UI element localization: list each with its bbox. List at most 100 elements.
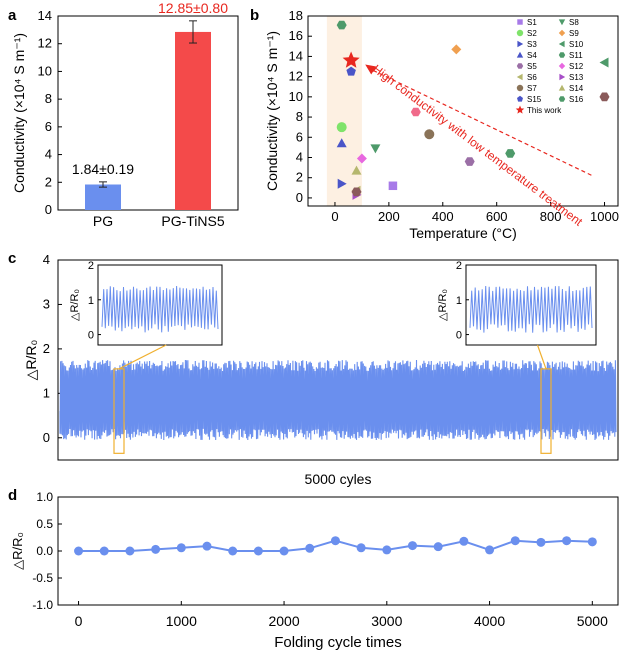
panel-b-legend-label: S13	[569, 73, 584, 82]
panel-b-frame	[307, 15, 619, 207]
panel-a-y-tick-label: 0	[45, 202, 52, 217]
panel-a-y-tick-label: 12	[38, 36, 52, 51]
panel-c-y-tick-label: 0	[43, 430, 50, 445]
panel-a-value-label: 1.84±0.19	[72, 161, 134, 177]
panel-b-legend-marker	[559, 73, 566, 81]
panel-d-x-tick-label: 0	[75, 613, 83, 629]
panel-b-point	[464, 157, 475, 166]
panel-d-point	[536, 537, 546, 547]
panel-b-y-tick-label: 0	[296, 190, 303, 205]
panel-b-point	[356, 153, 367, 164]
panel-b-x-tick-label: 200	[378, 209, 400, 224]
panel-d-y-tick-label: -1.0	[32, 598, 53, 612]
panel-b-point	[336, 122, 347, 133]
panel-b-legend-marker	[516, 29, 524, 37]
panel-c-inset-y-axis-label: △R/R₀	[69, 289, 81, 321]
panel-b-legend-marker	[517, 95, 523, 102]
panel-b-point	[351, 165, 362, 175]
panel-d-point	[459, 536, 469, 546]
panel-c-inset-connector	[118, 344, 167, 370]
panel-a-value-label: 12.85±0.80	[158, 0, 228, 16]
panel-d-y-tick-label: 0.5	[36, 517, 53, 531]
panel-b-legend-label: S10	[569, 40, 584, 49]
panel-d-point	[305, 543, 315, 553]
panel-b-legend-label: S16	[569, 95, 584, 104]
panel-b-legend-label: This work	[527, 106, 562, 115]
panel-b-point	[451, 44, 462, 55]
panel-d-x-tick-label: 2000	[268, 613, 299, 629]
panel-b-legend-marker	[558, 84, 566, 91]
panel-a-y-tick-label: 6	[45, 119, 52, 134]
panel-d-point	[562, 536, 572, 546]
panel-d-point	[485, 545, 495, 555]
panel-b-legend-label: S12	[569, 62, 584, 71]
panel-d-x-tick-label: 4000	[474, 613, 505, 629]
panel-b-point	[342, 51, 360, 68]
panel-b-point	[346, 66, 356, 76]
panel-b-x-tick-label: 0	[331, 209, 338, 224]
panel-d-y-tick-label: 0.0	[36, 544, 53, 558]
panel-a-bar-chart: 0 2 4 6 8 10 12 14 1.84±0.19 PG 12.85±0.80 PG-TiNS5…	[11, 0, 239, 229]
panel-b-legend-marker	[515, 105, 525, 114]
panel-d-point	[228, 546, 238, 556]
panel-c-y-tick-label: 3	[43, 296, 50, 311]
panel-b-y-tick-label: 8	[296, 109, 303, 124]
panel-a-y-tick-label: 4	[45, 147, 52, 162]
panel-b-legend-marker	[516, 51, 524, 58]
panel-b-point	[424, 129, 435, 140]
panel-d-point	[330, 536, 340, 546]
panel-b-x-axis-label: Temperature (°C)	[409, 225, 517, 241]
panel-b-legend-label: S5	[527, 62, 537, 71]
panel-b-legend-marker	[558, 19, 566, 26]
panel-b-y-tick-label: 4	[296, 149, 303, 164]
panel-b-point	[388, 181, 398, 191]
panel-label-c: c	[8, 250, 16, 267]
panel-c-inset-y-axis-label: △R/R₀	[437, 289, 449, 321]
panel-c-signal-chart: 0 1 2 3 4 △R/R₀ 5000 cyles 0 1 2 △R/R₀ 0 1 2 △R/R₀	[23, 252, 619, 487]
panel-b-point	[370, 144, 381, 154]
panel-a-category-label: PG-TiNS5	[161, 213, 224, 229]
panel-c-inset-signal-line	[469, 285, 593, 333]
panel-c-inset-y-tick-label: 1	[88, 295, 94, 307]
panel-b-annotation-arrowhead	[365, 64, 377, 75]
panel-a-y-axis-label: Conductivity (×10⁴ S m⁻¹)	[11, 33, 27, 193]
panel-b-y-tick-label: 2	[296, 170, 303, 185]
panel-c-inset-y-tick-label: 1	[456, 295, 462, 307]
panel-b-legend-label: S7	[527, 84, 537, 93]
panel-b-annotation-text: High conductivity with low temperature t…	[370, 62, 586, 229]
panel-b-legend-label: S14	[569, 84, 584, 93]
panel-d-x-axis-label: Folding cycle times	[274, 634, 402, 651]
panel-b-x-tick-label: 800	[540, 209, 562, 224]
panel-b-point	[599, 92, 610, 102]
panel-b-legend-label: S8	[569, 18, 579, 27]
panel-d-point	[279, 546, 289, 556]
panel-d-point	[587, 537, 597, 547]
panel-b-y-tick-label: 16	[289, 28, 303, 43]
panel-b-y-axis-label: Conductivity (×10⁴ S m⁻¹)	[264, 31, 280, 191]
panel-b-legend-label: S6	[527, 73, 537, 82]
panel-label-b: b	[250, 7, 259, 24]
panel-b-legend-marker	[558, 40, 565, 48]
panel-c-inset-y-tick-label: 0	[456, 330, 462, 342]
panel-d-y-tick-label: -0.5	[32, 571, 53, 585]
panel-b-point	[336, 20, 347, 30]
panel-d-point	[99, 546, 109, 556]
panel-d-point	[74, 546, 84, 556]
panel-d-point	[407, 541, 417, 551]
panel-d-point	[253, 546, 263, 556]
panel-b-point	[410, 107, 421, 117]
panel-b-legend-marker	[517, 40, 524, 48]
panel-b-legend-label: S11	[569, 51, 583, 60]
panel-b-y-tick-label: 18	[289, 8, 303, 23]
panel-a-y-tick-label: 8	[45, 91, 52, 106]
panel-b-y-tick-label: 12	[289, 69, 303, 84]
panel-d-point	[125, 546, 135, 556]
panel-b-annotation-arrow	[372, 69, 593, 177]
panel-d-x-tick-label: 5000	[577, 613, 608, 629]
panel-label-a: a	[8, 7, 17, 24]
panel-a-category-label: PG	[93, 213, 113, 229]
panel-b-legend-label: S4	[527, 51, 537, 60]
panel-d-point	[433, 542, 443, 552]
panel-a-y-tick-label: 10	[38, 63, 52, 78]
